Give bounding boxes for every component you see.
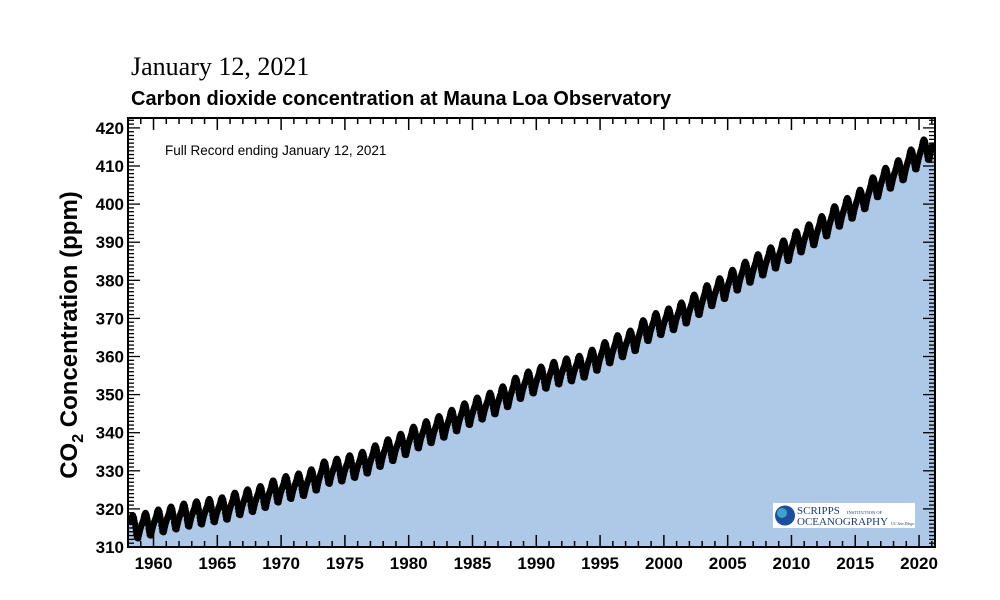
y-tick-label: 420 <box>96 119 124 138</box>
x-tick-label: 1980 <box>390 554 428 573</box>
y-tick-label: 350 <box>96 386 124 405</box>
y-tick-label: 360 <box>96 348 124 367</box>
x-tick-label: 2010 <box>773 554 811 573</box>
y-tick-label: 320 <box>96 500 124 519</box>
y-tick-label: 310 <box>96 538 124 557</box>
y-tick-label: 330 <box>96 462 124 481</box>
x-tick-label: 1990 <box>517 554 555 573</box>
y-tick-label: 370 <box>96 309 124 328</box>
logo-line1: SCRIPPS <box>797 505 840 517</box>
logo-line2b: UC San Diego <box>891 521 914 526</box>
plot-frame <box>127 117 936 548</box>
record-annotation: Full Record ending January 12, 2021 <box>165 143 386 158</box>
logo-line1b: INSTITUTION OF <box>847 510 883 515</box>
scripps-logo: SCRIPPS INSTITUTION OF OCEANOGRAPHY UC S… <box>773 503 915 528</box>
logo-line2: OCEANOGRAPHY <box>797 516 888 528</box>
x-tick-label: 2020 <box>900 554 938 573</box>
y-tick-label: 340 <box>96 424 124 443</box>
chart-date: January 12, 2021 <box>131 52 310 81</box>
x-tick-label: 1960 <box>135 554 173 573</box>
x-tick-label: 2005 <box>709 554 747 573</box>
y-tick-label: 380 <box>96 271 124 290</box>
x-tick-label: 1995 <box>581 554 619 573</box>
y-tick-label: 400 <box>96 195 124 214</box>
x-tick-label: 1975 <box>326 554 364 573</box>
x-tick-label: 1985 <box>454 554 492 573</box>
x-tick-label: 2000 <box>645 554 683 573</box>
area-fill <box>128 139 935 547</box>
x-tick-label: 2015 <box>836 554 874 573</box>
y-tick-label: 410 <box>96 157 124 176</box>
x-tick-label: 1965 <box>198 554 236 573</box>
x-tick-label: 1970 <box>262 554 300 573</box>
chart-title: Carbon dioxide concentration at Mauna Lo… <box>131 88 672 110</box>
y-tick-label: 390 <box>96 233 124 252</box>
